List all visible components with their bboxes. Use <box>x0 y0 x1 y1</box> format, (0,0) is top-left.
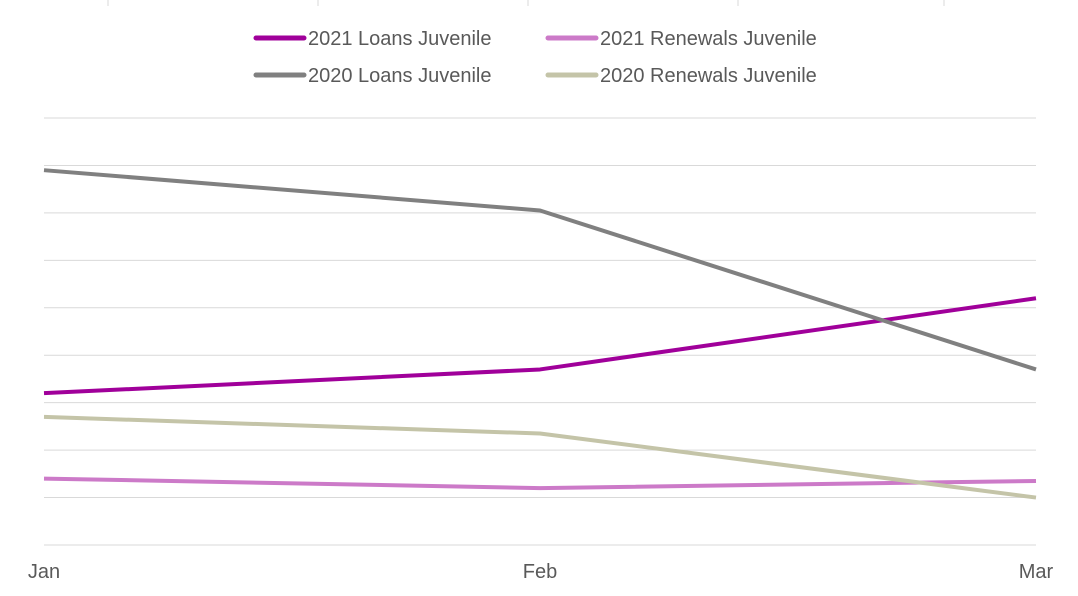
legend: 2021 Loans Juvenile 2021 Renewals Juveni… <box>253 28 817 87</box>
x-tick-label-jan: Jan <box>28 561 60 583</box>
gridlines <box>44 117 1036 546</box>
series-line-2020-loans-juvenile <box>43 168 1037 372</box>
x-tick-label-feb: Feb <box>523 561 557 583</box>
series-line-2020-renewals-juvenile <box>43 414 1037 500</box>
x-axis-tick-labels: Jan Feb Mar <box>28 561 1054 583</box>
series-line-2021-renewals-juvenile <box>43 476 1037 491</box>
legend-label-2021-loans-juvenile: 2021 Loans Juvenile <box>308 28 491 50</box>
top-tick-marks <box>107 0 945 6</box>
legend-label-2020-renewals-juvenile: 2020 Renewals Juvenile <box>600 65 817 87</box>
series-lines <box>43 168 1037 500</box>
x-tick-label-mar: Mar <box>1019 561 1054 583</box>
legend-label-2021-renewals-juvenile: 2021 Renewals Juvenile <box>600 28 817 50</box>
legend-label-2020-loans-juvenile: 2020 Loans Juvenile <box>308 65 491 87</box>
series-line-2021-loans-juvenile <box>43 296 1037 396</box>
